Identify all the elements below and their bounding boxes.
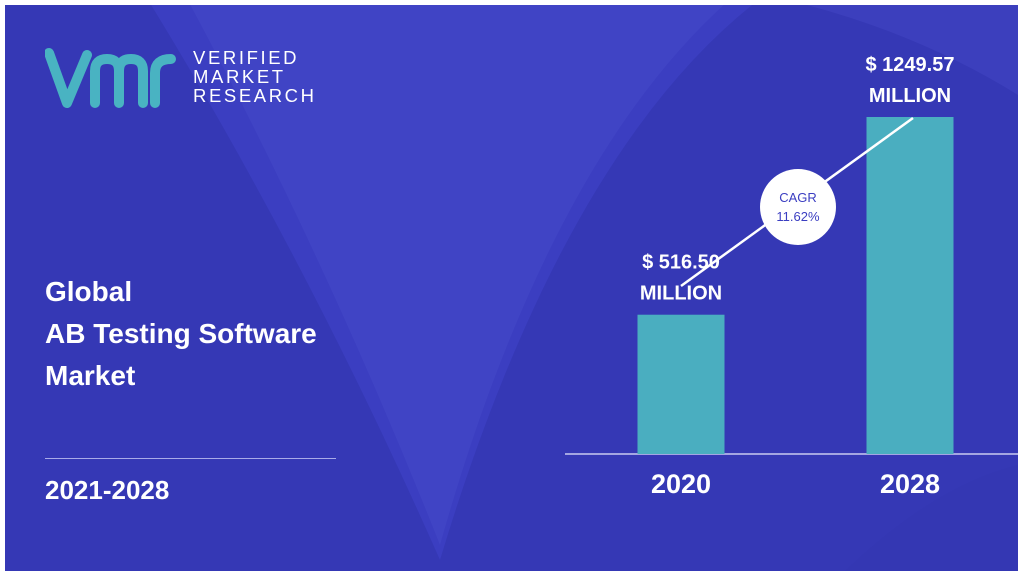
report-title: Global AB Testing Software Market bbox=[45, 271, 317, 397]
title-divider bbox=[45, 458, 336, 459]
vmr-logo-icon bbox=[45, 48, 176, 108]
bar-2020 bbox=[637, 314, 725, 454]
cagr-badge bbox=[760, 169, 836, 245]
x-tick-label-2028: 2028 bbox=[880, 469, 940, 499]
cagr-value: 11.62% bbox=[776, 209, 820, 224]
market-size-bar-chart: 2020 $ 516.50 MILLION 2028 $ 1249.57 MILLION C… bbox=[565, 54, 1018, 499]
brand-line-2: MARKET bbox=[193, 66, 286, 87]
data-label-2020-line-2: MILLION bbox=[640, 283, 722, 305]
infographic-card: VERIFIED MARKET RESEARCH Global AB Testi… bbox=[5, 5, 1018, 571]
cagr-label: CAGR bbox=[779, 190, 817, 205]
x-tick-label-2020: 2020 bbox=[651, 469, 711, 499]
bar-2028 bbox=[866, 117, 954, 454]
brand-line-1: VERIFIED bbox=[193, 47, 300, 68]
data-label-2028-line-2: MILLION bbox=[869, 85, 951, 107]
brand-name: VERIFIED MARKET RESEARCH bbox=[193, 48, 317, 105]
title-line-1: Global bbox=[45, 276, 133, 307]
background-v-shape bbox=[5, 5, 1018, 571]
title-line-2: AB Testing Software bbox=[45, 318, 317, 349]
data-label-2020-line-1: $ 516.50 bbox=[642, 252, 720, 274]
brand-line-3: RESEARCH bbox=[193, 85, 317, 106]
forecast-period: 2021-2028 bbox=[45, 475, 170, 505]
data-label-2028-line-1: $ 1249.57 bbox=[866, 54, 955, 76]
title-line-3: Market bbox=[45, 360, 136, 391]
